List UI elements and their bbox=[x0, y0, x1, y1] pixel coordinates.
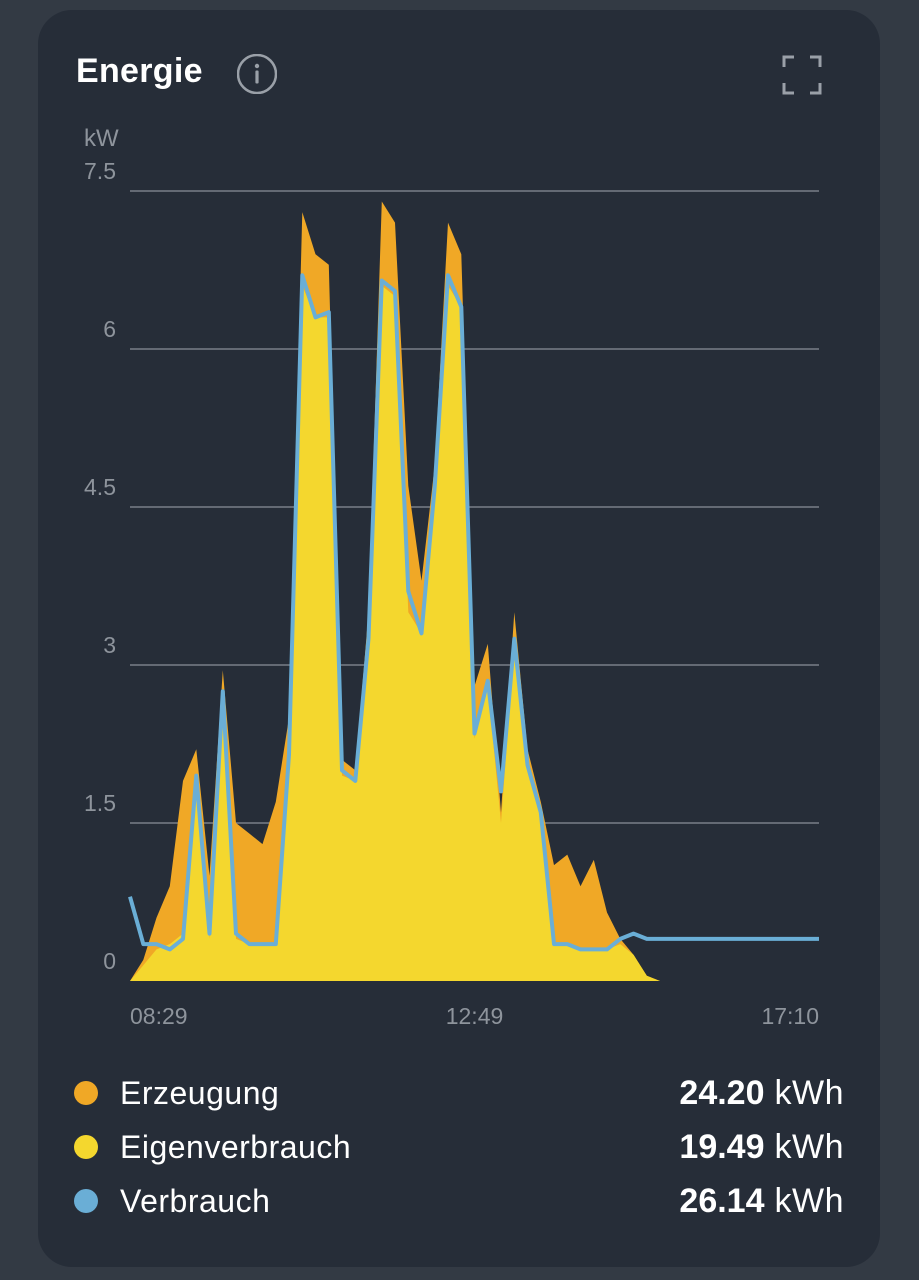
legend-item-erzeugung: Erzeugung 24.20 kWh bbox=[74, 1073, 844, 1113]
legend-item-eigenverbrauch: Eigenverbrauch 19.49 kWh bbox=[74, 1127, 844, 1167]
x-tick-label: 12:49 bbox=[446, 1003, 504, 1029]
legend-label: Verbrauch bbox=[120, 1182, 271, 1219]
x-tick-label: 08:29 bbox=[130, 1003, 188, 1029]
fullscreen-icon[interactable] bbox=[782, 55, 822, 95]
legend-label: Erzeugung bbox=[120, 1074, 280, 1111]
legend-unit: kWh bbox=[774, 1127, 844, 1166]
legend-unit: kWh bbox=[774, 1181, 844, 1220]
legend-item-verbrauch: Verbrauch 26.14 kWh bbox=[74, 1181, 844, 1221]
info-icon[interactable] bbox=[237, 54, 277, 94]
legend-dot bbox=[74, 1189, 98, 1213]
energy-chart: kW 7.5 6 4.5 3 1.5 0 08:29 12:49 17:10 bbox=[84, 125, 819, 1029]
legend-dot bbox=[74, 1135, 98, 1159]
y-tick-label: 6 bbox=[103, 316, 116, 342]
y-tick-label: 3 bbox=[103, 632, 116, 658]
legend-dot bbox=[74, 1081, 98, 1105]
legend-value: 26.14 bbox=[679, 1181, 765, 1220]
x-tick-label: 17:10 bbox=[761, 1003, 819, 1029]
y-tick-label: 7.5 bbox=[84, 158, 116, 184]
legend-value: 19.49 bbox=[679, 1127, 765, 1166]
series-line-verbrauch bbox=[128, 273, 819, 952]
y-tick-label: 0 bbox=[103, 948, 116, 974]
legend-unit: kWh bbox=[774, 1073, 844, 1112]
legend-value: 24.20 bbox=[679, 1073, 765, 1112]
y-tick-label: 1.5 bbox=[84, 790, 116, 816]
y-axis-label: kW bbox=[84, 125, 119, 152]
card-title: Energie bbox=[76, 52, 203, 90]
energy-card: Energie kW 7.5 6 4.5 3 1.5 0 08:29 12:49 17:10 Er… bbox=[38, 10, 880, 1267]
series-area-eigenverbrauch bbox=[130, 285, 819, 981]
legend-label: Eigenverbrauch bbox=[120, 1128, 352, 1165]
y-tick-label: 4.5 bbox=[84, 474, 116, 500]
